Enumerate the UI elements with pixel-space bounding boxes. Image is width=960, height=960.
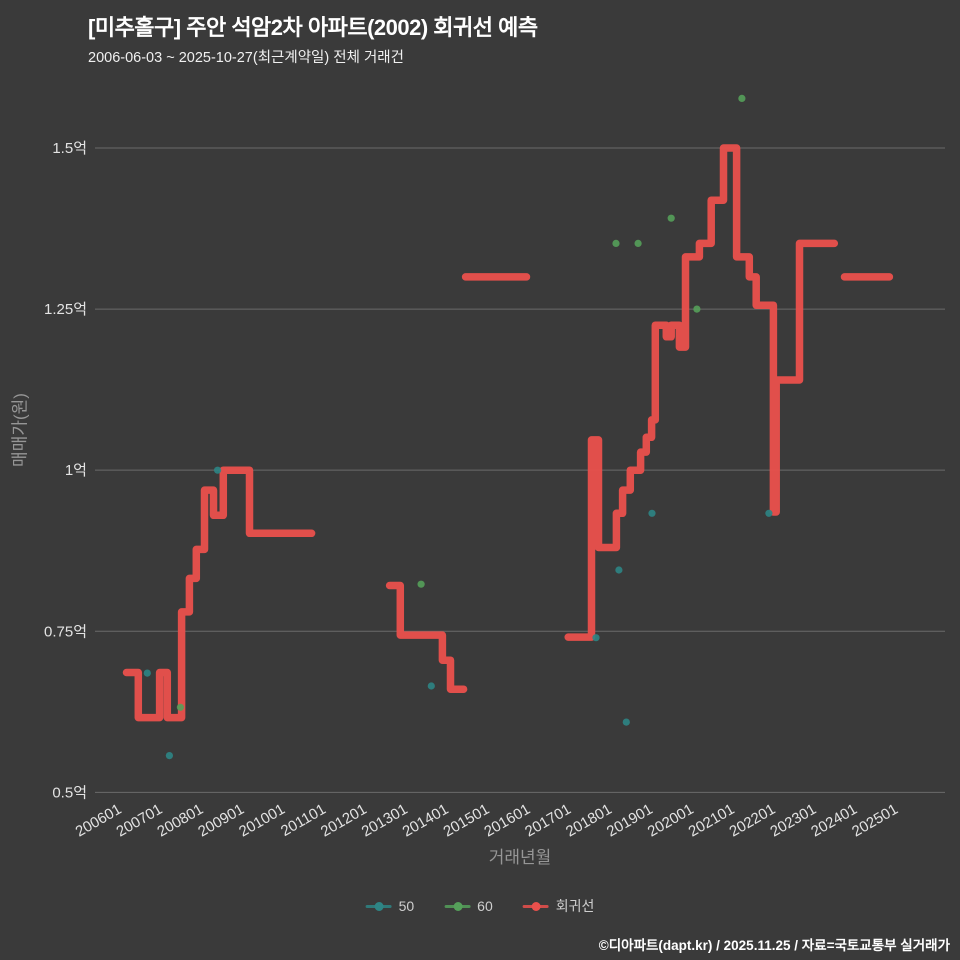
y-tick-label: 1억 [65, 462, 87, 479]
x-tick-label: 202501 [849, 801, 901, 841]
x-tick-label: 202401 [808, 801, 860, 841]
x-tick-label: 202301 [767, 801, 819, 841]
x-tick-label: 201101 [278, 801, 329, 840]
x-tick-label: 200701 [114, 801, 166, 841]
source-credit: ©디아파트(dapt.kr) / 2025.11.25 / 자료=국토교통부 실… [598, 938, 950, 953]
x-tick-label: 201901 [604, 801, 656, 841]
y-tick-label: 1.25억 [44, 301, 87, 318]
x-tick-label: 201401 [400, 801, 452, 841]
regression-line[interactable] [564, 144, 839, 641]
scatter-point-50[interactable] [622, 718, 630, 726]
x-tick-label: 201501 [440, 801, 492, 841]
x-tick-label: 201601 [481, 801, 533, 841]
scatter-point-60[interactable] [693, 305, 701, 313]
scatter-point-60[interactable] [176, 703, 184, 711]
x-tick-label: 201201 [318, 801, 370, 841]
x-tick-label: 200601 [73, 801, 125, 841]
scatter-point-50[interactable] [143, 669, 151, 677]
scatter-point-50[interactable] [165, 752, 173, 760]
x-tick-label: 200901 [195, 801, 247, 841]
legend-label-50: 50 [398, 898, 415, 914]
x-tick-label: 202201 [727, 801, 779, 841]
scatter-point-60[interactable] [738, 94, 746, 102]
x-tick-label: 200801 [154, 801, 206, 841]
page-title: [미추홀구] 주안 석암2차 아파트(2002) 회귀선 예측 [88, 15, 538, 40]
x-tick-label: 201301 [359, 801, 411, 841]
regression-line[interactable] [385, 581, 468, 693]
legend-item-60[interactable]: 60 [444, 898, 493, 914]
scatter-point-50[interactable] [615, 566, 623, 574]
scatter-point-60[interactable] [667, 214, 675, 222]
x-axis-title: 거래년월 [488, 848, 552, 867]
legend-item-regression[interactable]: 회귀선 [522, 896, 595, 916]
chart-subtitle: 2006-06-03 ~ 2025-10-27(최근계약일) 전체 거래건 [88, 50, 404, 66]
scatter-point-50[interactable] [648, 509, 656, 517]
legend: 50 60 회귀선 [365, 896, 595, 916]
scatter-point-60[interactable] [417, 580, 425, 588]
regression-line[interactable] [122, 466, 316, 722]
y-tick-label: 1.5억 [52, 140, 87, 157]
x-tick-label: 202101 [686, 801, 738, 841]
x-tick-label: 201001 [236, 801, 288, 841]
series-50-marker-icon [365, 901, 392, 911]
y-tick-label: 0.5억 [52, 784, 87, 801]
legend-label-60: 60 [477, 898, 493, 914]
x-tick-label: 202001 [645, 801, 697, 841]
y-tick-label: 0.75억 [44, 623, 87, 640]
scatter-point-60[interactable] [634, 239, 642, 247]
y-axis-title: 매매가(원) [10, 393, 30, 467]
legend-item-50[interactable]: 50 [365, 898, 415, 914]
legend-label-regression: 회귀선 [555, 898, 595, 914]
series-60-marker-icon [444, 901, 471, 911]
scatter-point-50[interactable] [592, 634, 600, 642]
x-tick-label: 201801 [563, 801, 615, 841]
regression-marker-icon [522, 901, 549, 911]
scatter-point-50[interactable] [765, 509, 773, 517]
scatter-point-60[interactable] [612, 239, 620, 247]
scatter-point-50[interactable] [214, 466, 222, 474]
scatter-point-50[interactable] [427, 682, 435, 690]
x-tick-label: 201701 [522, 801, 574, 841]
